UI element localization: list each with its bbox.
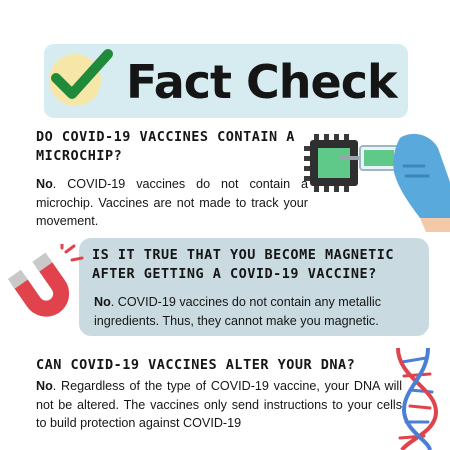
answer-magnetic: No. COVID-19 vaccines do not contain any… (94, 293, 424, 330)
question-magnetic: Is it true that you become magnetic afte… (92, 247, 394, 282)
page-title: Fact Check (126, 55, 398, 109)
answer-body: . COVID-19 vaccines do not contain any m… (94, 295, 381, 328)
checkmark-icon (51, 49, 113, 99)
microchip-syringe-icon (304, 133, 450, 232)
answer-lead: No (94, 295, 111, 309)
answer-microchip: No. COVID-19 vaccines do not contain a m… (36, 175, 308, 231)
dna-icon (396, 348, 439, 450)
question-dna: Can COVID-19 vaccines alter your DNA? (36, 357, 356, 373)
answer-body: . COVID-19 vaccines do not contain a mic… (36, 177, 308, 228)
question-microchip: Do COVID-19 vaccines contain a microchip… (36, 129, 295, 164)
answer-lead: No (36, 177, 53, 191)
answer-dna: No. Regardless of the type of COVID-19 v… (36, 377, 402, 433)
magnet-icon (7, 244, 84, 317)
answer-body: . Regardless of the type of COVID-19 vac… (36, 379, 402, 430)
answer-lead: No (36, 379, 53, 393)
magnetic-question-panel (79, 238, 429, 336)
